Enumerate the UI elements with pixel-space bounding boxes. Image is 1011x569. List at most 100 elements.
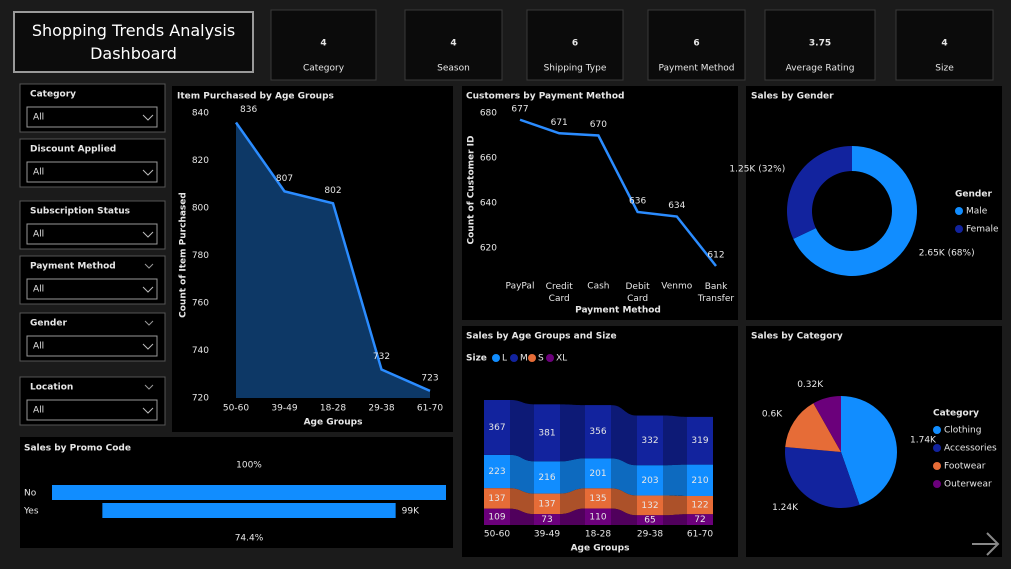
data-label: 122 — [691, 501, 708, 511]
data-label: 0.32K — [797, 380, 824, 390]
dropdown[interactable] — [26, 223, 158, 245]
dropdown-value: All — [33, 230, 44, 240]
x-tick-label: 29-38 — [637, 530, 663, 540]
slice — [785, 447, 860, 509]
kpi-card — [764, 9, 876, 81]
dropdown-value: All — [33, 406, 44, 416]
segment — [484, 488, 510, 509]
legend-marker — [933, 444, 941, 452]
data-label: 137 — [488, 494, 505, 504]
legend-title: Size — [466, 354, 487, 364]
y-axis-label: Count of Item Purchased — [179, 192, 189, 318]
data-label: 723 — [421, 373, 438, 383]
dropdown[interactable] — [26, 278, 158, 300]
legend-label: Outerwear — [944, 480, 992, 490]
segment — [637, 495, 663, 516]
dropdown[interactable] — [26, 335, 158, 357]
segment — [484, 508, 510, 525]
data-label: 210 — [691, 476, 708, 486]
panel-title: Item Purchased by Age Groups — [177, 92, 334, 102]
bar — [102, 503, 396, 518]
y-tick-label: 840 — [192, 109, 209, 119]
legend-marker — [546, 354, 554, 362]
ribbon — [560, 488, 585, 515]
legend-label: Clothing — [944, 426, 981, 436]
dropdown[interactable] — [26, 161, 158, 183]
data-label: 109 — [488, 512, 505, 522]
dropdown[interactable] — [26, 399, 158, 421]
data-label: 99K — [402, 507, 420, 517]
filter-label: Gender — [30, 319, 67, 329]
legend-marker — [933, 462, 941, 470]
filter-label: Discount Applied — [30, 145, 116, 155]
x-tick-label: 61-70 — [417, 404, 443, 414]
x-tick-label: 18-28 — [585, 530, 611, 540]
legend-marker — [528, 354, 536, 362]
data-label: 319 — [691, 436, 708, 446]
segment — [637, 465, 663, 496]
legend-label: L — [502, 354, 507, 364]
x-axis-label: Payment Method — [575, 306, 661, 316]
dropdown-chevron — [142, 407, 154, 414]
segment — [637, 515, 663, 525]
kpi-card — [270, 9, 377, 81]
kpi-value: 6 — [693, 39, 699, 49]
area-line — [234, 121, 431, 393]
segment — [534, 461, 560, 494]
panel-title: Sales by Promo Code — [24, 444, 131, 454]
legend-marker — [510, 354, 518, 362]
legend-marker — [955, 207, 963, 215]
legend-title: Gender — [955, 190, 992, 200]
ribbon — [663, 495, 687, 516]
y-tick-label: 720 — [192, 394, 209, 404]
legend-marker — [492, 354, 500, 362]
kpi-value: 4 — [450, 39, 456, 49]
data-label: 223 — [488, 467, 505, 477]
dropdown-value: All — [33, 168, 44, 178]
x-tick-label: 39-49 — [271, 404, 297, 414]
segment — [484, 454, 510, 489]
ribbon — [663, 464, 687, 496]
category-label: No — [24, 489, 37, 499]
dropdown-chevron — [142, 343, 154, 350]
ribbon — [663, 415, 687, 466]
ribbon — [510, 454, 534, 494]
data-label: 634 — [668, 201, 685, 211]
y-tick-label: 800 — [192, 204, 209, 214]
filter-label: Payment Method — [30, 262, 116, 272]
segment — [687, 416, 713, 465]
data-label: 216 — [538, 473, 555, 483]
next-arrow[interactable] — [972, 532, 1000, 556]
x-tick-label: 39-49 — [534, 530, 560, 540]
ribbon — [611, 458, 637, 496]
dropdown[interactable] — [26, 106, 158, 128]
filter-label: Subscription Status — [30, 207, 130, 217]
x-axis-label: Age Groups — [571, 544, 630, 554]
ribbon — [560, 508, 585, 525]
x-tick-label: 29-38 — [368, 404, 394, 414]
slice — [786, 146, 852, 239]
dropdown-chevron — [142, 114, 154, 121]
y-tick-label: 760 — [192, 299, 209, 309]
kpi-label: Average Rating — [786, 64, 855, 74]
legend-label: M — [520, 354, 528, 364]
chevron — [144, 320, 154, 326]
title-box — [13, 11, 254, 73]
y-tick-label: 620 — [480, 244, 497, 254]
ribbon — [663, 514, 687, 525]
segment — [687, 495, 713, 515]
dropdown-chevron — [142, 231, 154, 238]
segment — [585, 458, 611, 489]
dropdown-chevron — [142, 169, 154, 176]
y-tick-label: 740 — [192, 346, 209, 356]
kpi-value: 6 — [572, 39, 578, 49]
y-tick-label: 680 — [480, 109, 497, 119]
legend-marker — [955, 225, 963, 233]
x-tick-label: 50-60 — [484, 530, 510, 540]
title-holder: Shopping Trends Analysis Dashboard — [32, 21, 235, 63]
ribbon — [611, 405, 637, 466]
data-label: 132 — [641, 501, 658, 511]
y-tick-label: 660 — [480, 154, 497, 164]
data-label: 671 — [551, 118, 568, 128]
data-label: 836 — [240, 105, 257, 115]
